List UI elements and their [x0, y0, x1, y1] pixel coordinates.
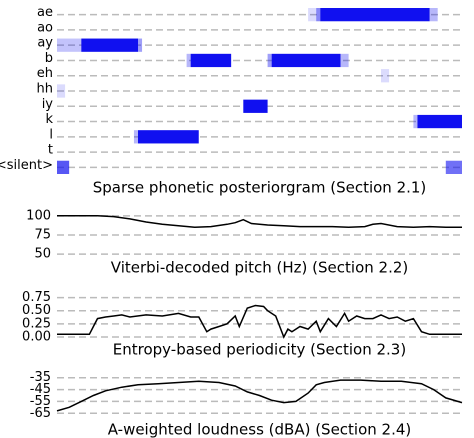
y-tick-label: 50	[34, 247, 51, 262]
data-line	[56, 379, 463, 412]
y-tick-label: -55	[30, 394, 51, 409]
y-tick-label: 0.25	[22, 316, 51, 331]
y-tick-label: -45	[30, 382, 51, 397]
data-line	[57, 304, 462, 339]
y-tick-label: 100	[26, 208, 51, 223]
cell	[243, 99, 268, 113]
cell	[138, 130, 199, 144]
panel-title: Viterbi-decoded pitch (Hz) (Section 2.2)	[111, 259, 408, 277]
y-tick-label: 0.75	[22, 290, 51, 305]
panel-title: Entropy-based periodicity (Section 2.3)	[113, 341, 406, 359]
cell	[340, 53, 349, 68]
cell	[186, 53, 191, 68]
cell	[417, 114, 462, 129]
row-label: b	[45, 51, 53, 66]
cell	[81, 38, 138, 52]
row-label: ae	[37, 5, 53, 20]
cell	[429, 8, 438, 22]
row-label: k	[45, 112, 53, 127]
cell	[413, 114, 418, 129]
cell	[445, 160, 462, 174]
data-line	[57, 215, 462, 229]
panel-title: Sparse phonetic posteriorgram (Section 2…	[93, 179, 427, 197]
cell	[381, 69, 390, 83]
row-label: t	[48, 143, 53, 158]
cell	[320, 8, 430, 22]
y-tick-label: 0.00	[22, 329, 51, 344]
cell	[190, 53, 232, 68]
cell	[138, 38, 143, 52]
cell	[133, 130, 138, 144]
row-label: l	[49, 127, 53, 142]
row-label: hh	[37, 82, 53, 97]
row-label: eh	[37, 66, 53, 81]
row-label: <silent>	[0, 158, 53, 173]
y-tick-label: 0.50	[22, 303, 51, 318]
cell	[57, 84, 66, 98]
cell	[271, 53, 341, 68]
y-tick-label: -65	[30, 406, 51, 421]
cell	[267, 53, 272, 68]
y-tick-label: 75	[34, 228, 51, 243]
cell	[316, 8, 321, 22]
cell	[57, 160, 70, 174]
cell	[57, 38, 82, 52]
panel-title: A-weighted loudness (dBA) (Section 2.4)	[108, 421, 412, 438]
row-label: ay	[37, 36, 53, 51]
row-label: ao	[37, 20, 53, 35]
cell	[308, 8, 317, 22]
row-label: iy	[42, 97, 54, 112]
y-tick-label: -35	[30, 370, 51, 385]
